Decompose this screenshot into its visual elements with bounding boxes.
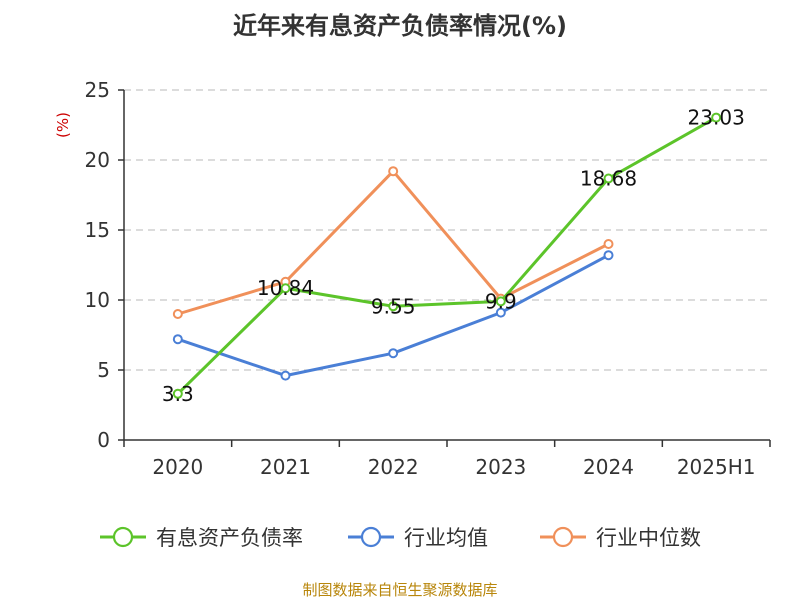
- data-point[interactable]: [603, 250, 614, 261]
- legend-label: 行业中位数: [596, 526, 701, 550]
- data-label: 18.68: [580, 166, 637, 190]
- axes: 0 5 10 15 20 25 2020 2021 2022 2023 2024 2025H1: [85, 78, 771, 479]
- x-tick-label: 2024: [583, 455, 634, 479]
- data-point[interactable]: [388, 348, 399, 359]
- x-tick-label: 2022: [368, 455, 419, 479]
- series-lines: [172, 112, 722, 399]
- grid-lines: [124, 89, 770, 371]
- legend-label: 有息资产负债率: [156, 526, 303, 550]
- data-point[interactable]: [172, 334, 183, 345]
- legend-marker: [360, 526, 382, 548]
- data-label: 3.3: [162, 382, 194, 406]
- y-tick-label: 15: [85, 218, 110, 242]
- y-tick-label: 10: [85, 288, 110, 312]
- data-labels: 3.3 10.84 9.55 9.9 18.68 23.03: [162, 106, 745, 406]
- data-point[interactable]: [603, 239, 614, 249]
- legend-marker: [112, 526, 134, 548]
- y-tick-label: 5: [97, 358, 110, 382]
- legend[interactable]: 有息资产负债率 行业均值 行业中位数: [100, 526, 701, 550]
- data-source-note: 制图数据来自恒生聚源数据库: [302, 581, 497, 599]
- x-tick-label: 2023: [475, 455, 526, 479]
- legend-item[interactable]: 行业均值: [348, 526, 488, 550]
- y-tick-label: 25: [85, 78, 110, 102]
- y-axis-label: (%): [54, 112, 72, 138]
- data-point[interactable]: [603, 173, 614, 184]
- data-point[interactable]: [172, 388, 183, 399]
- chart-title: 近年来有息资产负债率情况(%): [233, 12, 567, 40]
- data-label: 9.9: [485, 289, 517, 313]
- data-point[interactable]: [280, 370, 291, 381]
- legend-item[interactable]: 有息资产负债率: [100, 526, 303, 550]
- data-point[interactable]: [280, 283, 291, 294]
- x-tick-label: 2021: [260, 455, 311, 479]
- series-line: [176, 116, 717, 395]
- y-tick-label: 20: [85, 148, 110, 172]
- data-point[interactable]: [495, 307, 506, 318]
- y-tick-label: 0: [97, 428, 110, 452]
- data-point[interactable]: [388, 301, 399, 312]
- data-point[interactable]: [711, 112, 722, 123]
- x-tick-label: 2025H1: [677, 455, 756, 479]
- legend-label: 行业均值: [404, 526, 488, 550]
- series-line: [177, 169, 610, 316]
- data-point[interactable]: [388, 166, 399, 177]
- data-label: 23.03: [688, 106, 745, 130]
- data-label: 10.84: [257, 276, 314, 300]
- legend-marker: [552, 526, 574, 548]
- x-tick-label: 2020: [152, 455, 203, 479]
- data-label: 9.55: [371, 294, 416, 318]
- data-point[interactable]: [172, 309, 183, 319]
- data-point[interactable]: [495, 296, 506, 307]
- legend-item[interactable]: 行业中位数: [540, 526, 701, 550]
